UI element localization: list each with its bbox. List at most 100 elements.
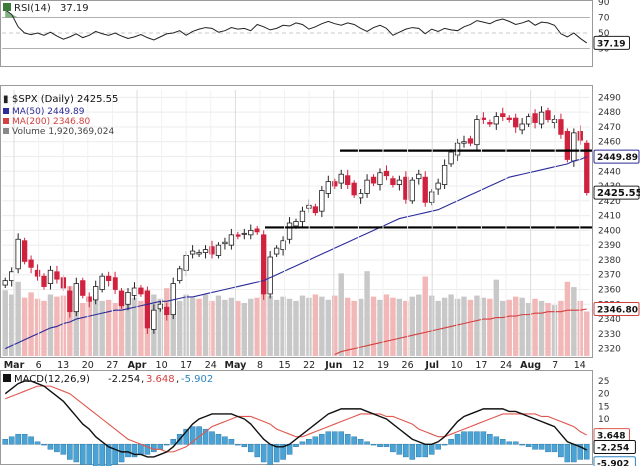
candle-body: [280, 240, 286, 251]
rsi-line: [4, 9, 588, 44]
volume-bar: [157, 298, 164, 356]
macd-histogram-bar: [512, 441, 519, 445]
x-axis-label: Aug: [520, 360, 541, 371]
candle-body: [396, 179, 403, 185]
volume-bar: [8, 294, 15, 356]
macd-histogram-bar: [441, 444, 448, 446]
candle-body: [383, 170, 390, 177]
volume-bar: [118, 294, 125, 356]
rsi-title: RSI(14): [14, 3, 51, 14]
macd-histogram-bar: [409, 444, 416, 460]
macd-histogram-bar: [170, 439, 177, 445]
volume-bar: [196, 298, 202, 356]
candle-body: [177, 268, 183, 282]
volume-bar: [189, 297, 196, 356]
x-axis-label: 27: [106, 360, 118, 371]
macd-signal-line: [5, 385, 588, 453]
macd-signal-tag: 3.648: [597, 432, 625, 442]
x-axis-label: 26: [402, 360, 414, 371]
price-title-icon: ▮: [3, 94, 9, 105]
price-y-tick: 2390: [598, 241, 621, 251]
value-tags: 37.19 2449.89 2425.55 2346.80 3.648-2.254 -5.…: [593, 35, 640, 466]
candle-body: [351, 182, 357, 196]
candle-body: [34, 269, 41, 277]
macd-histogram-bar: [364, 441, 370, 445]
macd-histogram-bar: [157, 444, 164, 450]
candle-body: [319, 190, 325, 212]
rsi-value-tag-box: [593, 35, 630, 50]
macd-histogram-bar: [454, 433, 461, 445]
candle-body: [215, 244, 222, 256]
horizontal-lines: [265, 149, 592, 229]
volume-bar: [73, 297, 80, 356]
volume-bar: [480, 297, 487, 356]
macd-layer: [2, 380, 590, 466]
volume-bar: [332, 295, 338, 356]
macd-histogram-bar: [564, 444, 571, 463]
candle-body: [332, 181, 338, 187]
volume-bar: [228, 297, 235, 356]
x-axis-label: 15: [279, 360, 291, 371]
x-axis-label: May: [225, 360, 248, 371]
candle-body: [422, 176, 428, 203]
volume-bar: [435, 300, 441, 356]
volume-bar: [558, 300, 564, 356]
price-y-tick: 2400: [598, 226, 621, 236]
ma50-line: [5, 156, 587, 350]
candle-body: [15, 238, 21, 270]
macd-histogram-bar: [235, 444, 241, 446]
macd-histogram-bar: [571, 444, 577, 463]
volume-bar: [422, 276, 428, 356]
macd-histogram-bar: [293, 444, 299, 448]
macd-header: MACD(12,26,9) -2.254 , 3.648 , -5.902: [3, 374, 213, 385]
macd-histogram-bar: [319, 433, 325, 445]
rsi-legend-swatch: [3, 3, 11, 11]
macd-histogram-bar: [67, 444, 73, 460]
volume-bar: [170, 296, 176, 356]
ma200-value-tag-box: [593, 302, 640, 317]
rsi-value-tag: 37.19: [597, 39, 625, 49]
ma200-legend-swatch: [3, 118, 9, 124]
macd-histogram-bar: [92, 444, 99, 466]
candle-body: [99, 275, 105, 290]
x-axis-label: 7: [552, 360, 558, 371]
macd-histogram-bar: [428, 444, 435, 455]
x-axis-label: 10: [156, 360, 168, 371]
candle-body: [21, 240, 28, 262]
x-axis-label: 24: [500, 360, 512, 371]
macd-y-tick: 15: [598, 402, 609, 412]
price-y-tick: 2440: [598, 167, 621, 177]
axis-ticks: 9070503024902480247024602450244024302420…: [598, 0, 621, 450]
macd-histogram-bar: [551, 444, 558, 453]
x-axis-label: 12: [352, 360, 364, 371]
macd-signal-value: 3.648: [146, 374, 175, 385]
ma50-value-tag: 2449.89: [597, 153, 638, 163]
moving-averages: [5, 156, 587, 356]
ma50-value-tag-box: [593, 149, 640, 164]
candle-body: [228, 234, 235, 246]
volume-bar: [403, 300, 409, 356]
macd-histogram-bar: [474, 431, 480, 445]
macd-histogram-bar: [338, 431, 345, 445]
macd-histogram-bar: [131, 444, 138, 458]
candlesticks: [2, 106, 590, 334]
volume-bar: [467, 299, 474, 356]
volume-bar: [112, 303, 118, 356]
macd-histogram-bar: [125, 444, 131, 458]
macd-title: MACD(12,26,9): [14, 374, 90, 385]
volume-bar: [357, 298, 364, 356]
candle-body: [164, 306, 170, 316]
price-y-tick: 2420: [598, 197, 621, 207]
macd-histogram-bar: [396, 444, 403, 455]
volume-bar: [125, 292, 131, 356]
candle-body: [513, 117, 519, 128]
volume-bar: [99, 300, 105, 356]
candle-body: [9, 271, 15, 282]
rsi-y-tick: 90: [598, 0, 610, 8]
candle-body: [67, 290, 73, 313]
macd-hist-tag-box: [593, 456, 636, 466]
macd-y-tick: 20: [598, 390, 610, 400]
macd-histogram-bar: [112, 444, 118, 465]
volume-bar: [164, 288, 170, 356]
rsi-header: RSI(14) 37.19: [3, 3, 89, 14]
